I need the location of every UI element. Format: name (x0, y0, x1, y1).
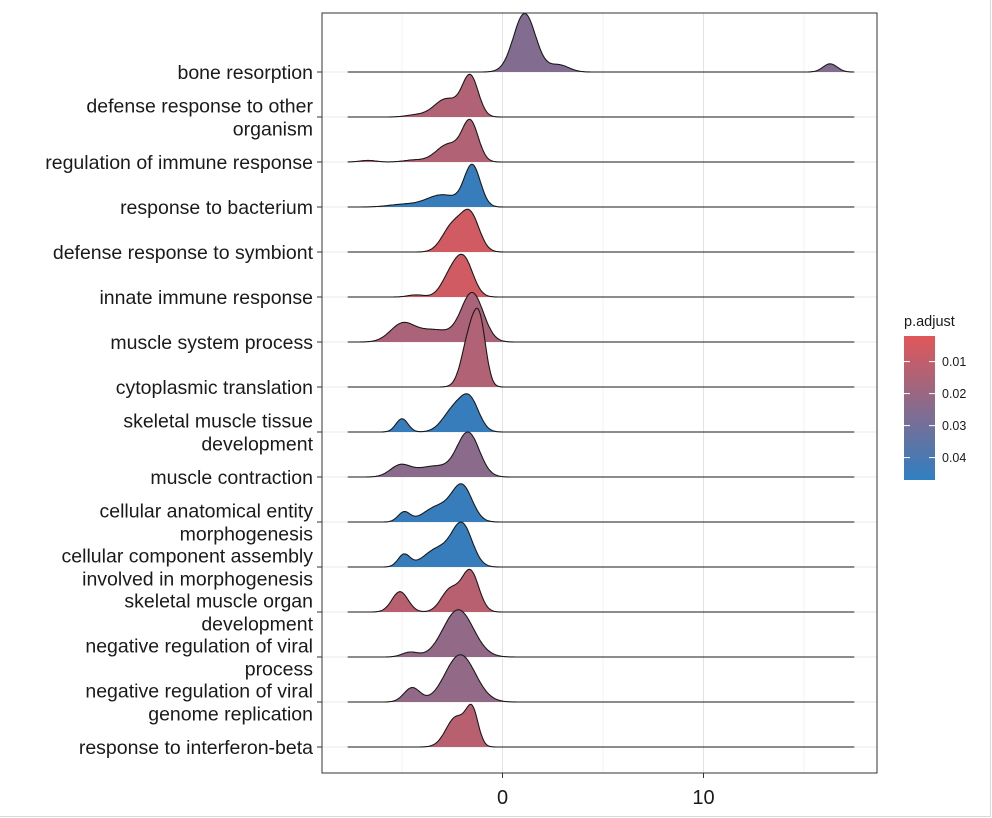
y-axis-label: response to interferon-beta (79, 737, 313, 759)
y-axis-label: process (245, 659, 314, 681)
ridge-fill (347, 483, 855, 522)
ridge-outline (347, 431, 855, 478)
y-axis-label: genome replication (148, 704, 313, 726)
y-axis-label: cytoplasmic translation (116, 377, 313, 399)
ridge-fill (347, 704, 855, 747)
legend-colorbar (904, 336, 935, 480)
legend-tick-label: 0.01 (942, 355, 966, 369)
y-axis-label: negative regulation of viral (85, 681, 313, 703)
ridge-outline (347, 307, 855, 388)
ridge-outline (347, 703, 855, 748)
ridge-outline (347, 118, 855, 163)
legend-tick-label: 0.04 (942, 451, 966, 465)
ridge-fill (347, 292, 855, 342)
ridge-fill (347, 254, 855, 297)
y-axis-label: defense response to symbiont (53, 242, 314, 264)
y-axis-labels: response to interferon-beta negative regu… (45, 62, 322, 759)
y-axis-label: response to bacterium (120, 197, 313, 219)
ridge-outline (347, 253, 855, 298)
ridge-fill (347, 74, 855, 117)
x-tick-label: 10 (692, 787, 714, 809)
panel-border (321, 12, 878, 774)
y-axis-label: development (201, 614, 313, 636)
ridge-fill (347, 393, 855, 432)
ridge-outline (347, 12, 855, 73)
ridge-outline (347, 291, 855, 343)
y-axis-label: morphogenesis (180, 524, 314, 546)
y-axis-label: cellular anatomical entity (99, 501, 313, 523)
gridlines (322, 13, 877, 773)
ridge-fill (347, 432, 855, 477)
ridge-fill (347, 164, 855, 207)
legend: p.adjust 0.01 0.02 0.03 0.04 (904, 314, 966, 480)
ridge-outline (347, 568, 855, 613)
ridge-outline (347, 208, 855, 253)
legend-title: p.adjust (904, 314, 955, 330)
y-axis-label: development (201, 434, 313, 456)
ridge-outline (347, 393, 855, 433)
y-axis-label: cellular component assembly (62, 546, 314, 568)
legend-tick-label: 0.03 (942, 419, 966, 433)
ridge-fill (347, 119, 855, 162)
ridge-fill (347, 569, 855, 612)
y-axis-label: regulation of immune response (45, 152, 313, 174)
ridge-outline (347, 483, 855, 523)
y-axis-label: innate immune response (99, 287, 313, 309)
y-axis-label: skeletal muscle organ (124, 591, 313, 613)
x-axis-ticks: 0 10 (497, 773, 715, 809)
x-tick-label: 0 (497, 787, 508, 809)
ridge-fill (347, 654, 855, 702)
ridge-outline (347, 521, 855, 568)
ridge-outline (347, 73, 855, 118)
ridge-fill (347, 209, 855, 252)
y-axis-label: defense response to other (86, 96, 313, 118)
legend-tick-label: 0.02 (942, 387, 966, 401)
y-axis-label: muscle contraction (150, 467, 313, 489)
y-axis-label: bone resorption (177, 62, 313, 84)
ridges (347, 12, 855, 748)
y-axis-label: negative regulation of viral (85, 636, 313, 658)
y-axis-label: involved in morphogenesis (82, 569, 313, 591)
ridge-fill (347, 522, 855, 567)
ridge-fill (347, 308, 855, 387)
y-axis-label: skeletal muscle tissue (123, 411, 313, 433)
ridge-fill (347, 609, 855, 657)
ridge-outline (347, 654, 855, 703)
ridge-outline (347, 163, 855, 208)
y-axis-label: muscle system process (110, 332, 313, 354)
ridge-outline (347, 609, 855, 658)
y-axis-label: organism (233, 119, 313, 141)
ridge-fill (347, 13, 855, 72)
